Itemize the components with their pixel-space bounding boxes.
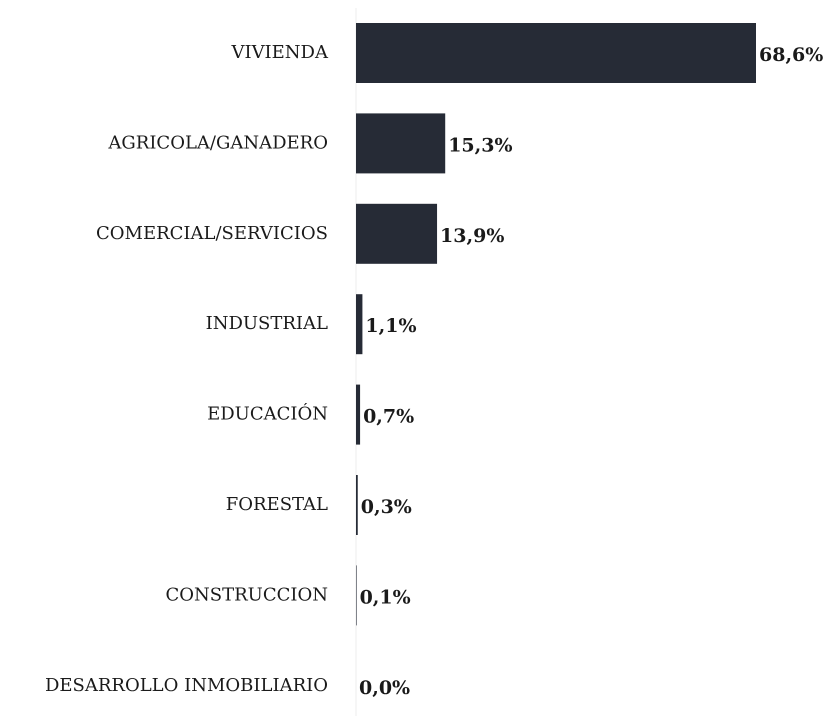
value-label: 68,6%	[759, 44, 823, 66]
category-label: DESARROLLO INMOBILIARIO	[45, 675, 328, 696]
value-label: 13,9%	[440, 225, 504, 247]
category-label: FORESTAL	[226, 494, 328, 515]
bar	[356, 565, 357, 626]
value-label: 15,3%	[448, 134, 512, 156]
bar	[356, 203, 438, 264]
bar	[356, 475, 358, 535]
value-label: 0,0%	[359, 677, 410, 699]
value-label: 1,1%	[365, 315, 416, 337]
bar	[356, 294, 363, 355]
category-label: CONSTRUCCION	[165, 584, 328, 605]
bar	[356, 113, 446, 174]
value-label: 0,3%	[361, 496, 412, 518]
category-label: COMERCIAL/SERVICIOS	[96, 223, 328, 244]
category-label: VIVIENDA	[230, 42, 329, 63]
value-label: 0,1%	[360, 586, 411, 608]
category-label: AGRICOLA/GANADERO	[107, 132, 328, 153]
bar	[356, 384, 361, 445]
category-label: INDUSTRIAL	[206, 313, 328, 334]
value-label: 0,7%	[363, 406, 414, 428]
bar	[356, 23, 756, 83]
category-label: EDUCACIÓN	[207, 402, 328, 425]
